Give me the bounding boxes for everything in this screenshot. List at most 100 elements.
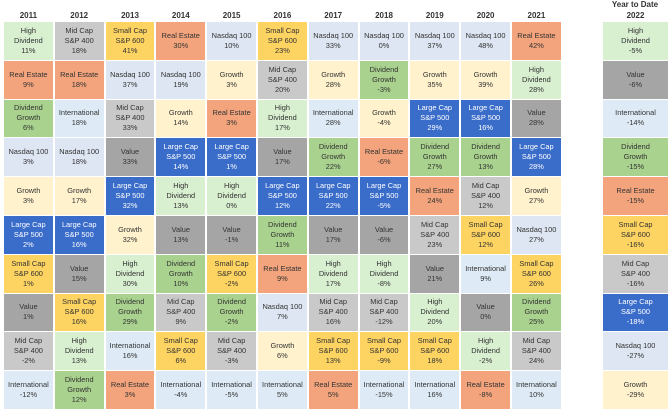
return-cell: Value 33% [105, 138, 155, 177]
asset-class-label: S&P 500 [318, 191, 348, 201]
asset-class-label: Growth [372, 108, 396, 118]
asset-class-label: Growth [623, 152, 648, 162]
asset-class-label: Mid Cap [167, 297, 195, 307]
asset-class-label: International [109, 341, 151, 351]
asset-class-label: Real Estate [314, 380, 353, 390]
return-value: 17% [325, 234, 341, 244]
return-cell: Dividend Growth 22% [308, 138, 358, 177]
return-value: -4% [377, 118, 391, 128]
return-value: 5% [277, 390, 288, 400]
return-value: 18% [71, 45, 87, 55]
return-cell: Small Cap S&P 600 23% [258, 22, 307, 60]
return-cell: High Dividend 28% [512, 60, 561, 99]
return-cell: Dividend Growth -15% [603, 138, 668, 177]
asset-class-label: High [122, 258, 138, 268]
asset-class-label: Mid Cap [370, 297, 398, 307]
asset-class-label: Mid Cap [268, 64, 297, 74]
return-cell: Value 1% [4, 293, 53, 332]
return-value: -1% [225, 234, 239, 244]
return-cell: Growth 17% [54, 177, 104, 215]
asset-class-label: Dividend [420, 307, 450, 317]
year-header-2016: 2016 [273, 11, 292, 20]
asset-class-label: S&P 600 [217, 268, 247, 278]
return-cell: Mid Cap S&P 400 -12% [359, 293, 409, 332]
return-value: 13% [173, 201, 189, 211]
asset-class-label: High [477, 336, 494, 346]
asset-class-label: Real Estate [466, 380, 505, 390]
asset-class-label: International [363, 380, 405, 390]
return-value: 15% [71, 273, 87, 283]
return-cell: Dividend Growth 27% [410, 138, 460, 177]
year-header-2011: 2011 [19, 11, 38, 20]
return-cell: Large Cap S&P 500 12% [258, 177, 307, 215]
asset-class-label: International [8, 380, 49, 390]
asset-class-label: International [58, 108, 100, 118]
return-value: -15% [626, 196, 645, 206]
return-value: 11% [275, 239, 290, 249]
return-cell: Dividend Growth 13% [461, 138, 510, 177]
return-value: -18% [626, 317, 645, 327]
asset-class-label: Value [222, 224, 241, 234]
return-cell: Dividend Growth -2% [207, 293, 256, 332]
return-cell: Real Estate 24% [410, 177, 460, 215]
asset-class-label: S&P 600 [166, 346, 196, 356]
return-cell: Mid Cap S&P 400 24% [512, 332, 561, 371]
asset-class-label: Growth [321, 69, 346, 79]
asset-class-label: Small Cap [11, 258, 46, 268]
year-header-2013: 2013 [121, 11, 139, 20]
return-value: 30% [122, 278, 138, 288]
asset-class-label: S&P 600 [369, 346, 399, 356]
asset-class-label: Nasdaq 100 [465, 30, 506, 40]
return-cell: Value 17% [308, 216, 358, 254]
return-value: 0% [226, 201, 237, 211]
return-value: -16% [626, 278, 645, 288]
return-value: -2% [21, 356, 35, 366]
asset-class-label: International [516, 380, 557, 390]
asset-class-label: Real Estate [161, 30, 200, 40]
return-cell: High Dividend 0% [207, 177, 256, 215]
return-value: -6% [377, 157, 391, 167]
return-value: -12% [375, 317, 393, 327]
return-cell: Large Cap S&P 500 29% [410, 99, 460, 138]
return-value: -5% [225, 390, 239, 400]
asset-class-label: Dividend [318, 268, 348, 278]
return-value: 3% [226, 79, 237, 89]
return-cell: Large Cap S&P 500 32% [105, 177, 155, 215]
return-value: 24% [427, 196, 443, 206]
return-cell: Nasdaq 100 48% [461, 22, 510, 60]
year-header-2012: 2012 [70, 11, 89, 20]
asset-class-label: Value [19, 302, 38, 312]
asset-class-label: S&P 500 [115, 191, 145, 201]
return-value: -2% [479, 356, 493, 366]
return-cell: High Dividend -8% [359, 254, 409, 293]
asset-class-label: Mid Cap [621, 258, 650, 268]
asset-class-label: Growth [524, 186, 549, 196]
return-cell: Dividend Growth -3% [359, 60, 409, 99]
return-value: 6% [277, 351, 288, 361]
asset-class-label: S&P 600 [471, 229, 501, 239]
return-value: 32% [122, 201, 138, 211]
return-value: 18% [71, 157, 87, 167]
return-cell: Mid Cap S&P 400 20% [258, 60, 307, 99]
return-cell: Real Estate -6% [359, 138, 409, 177]
asset-class-label: Nasdaq 100 [615, 341, 656, 351]
return-cell: Value 0% [461, 293, 510, 332]
asset-class-label: S&P 400 [420, 229, 450, 239]
asset-class-label: S&P 600 [620, 229, 651, 239]
asset-class-label: Real Estate [415, 186, 454, 196]
asset-class-label: Dividend [369, 64, 399, 74]
return-value: 27% [529, 234, 544, 244]
asset-class-label: S&P 600 [521, 268, 551, 278]
asset-class-label: Growth [118, 307, 142, 317]
asset-class-label: Dividend [369, 268, 399, 278]
asset-class-label: S&P 500 [267, 191, 297, 201]
return-cell: Large Cap S&P 500 16% [461, 99, 510, 138]
asset-class-label: Dividend [522, 74, 551, 84]
asset-class-label: High [274, 103, 290, 113]
return-cell: Small Cap S&P 600 6% [156, 332, 206, 371]
return-cell: High Dividend 30% [105, 254, 155, 293]
return-cell: Growth 6% [258, 332, 307, 371]
return-cell: High Dividend 11% [4, 22, 53, 60]
return-value: 17% [275, 157, 290, 167]
return-value: -9% [377, 356, 391, 366]
